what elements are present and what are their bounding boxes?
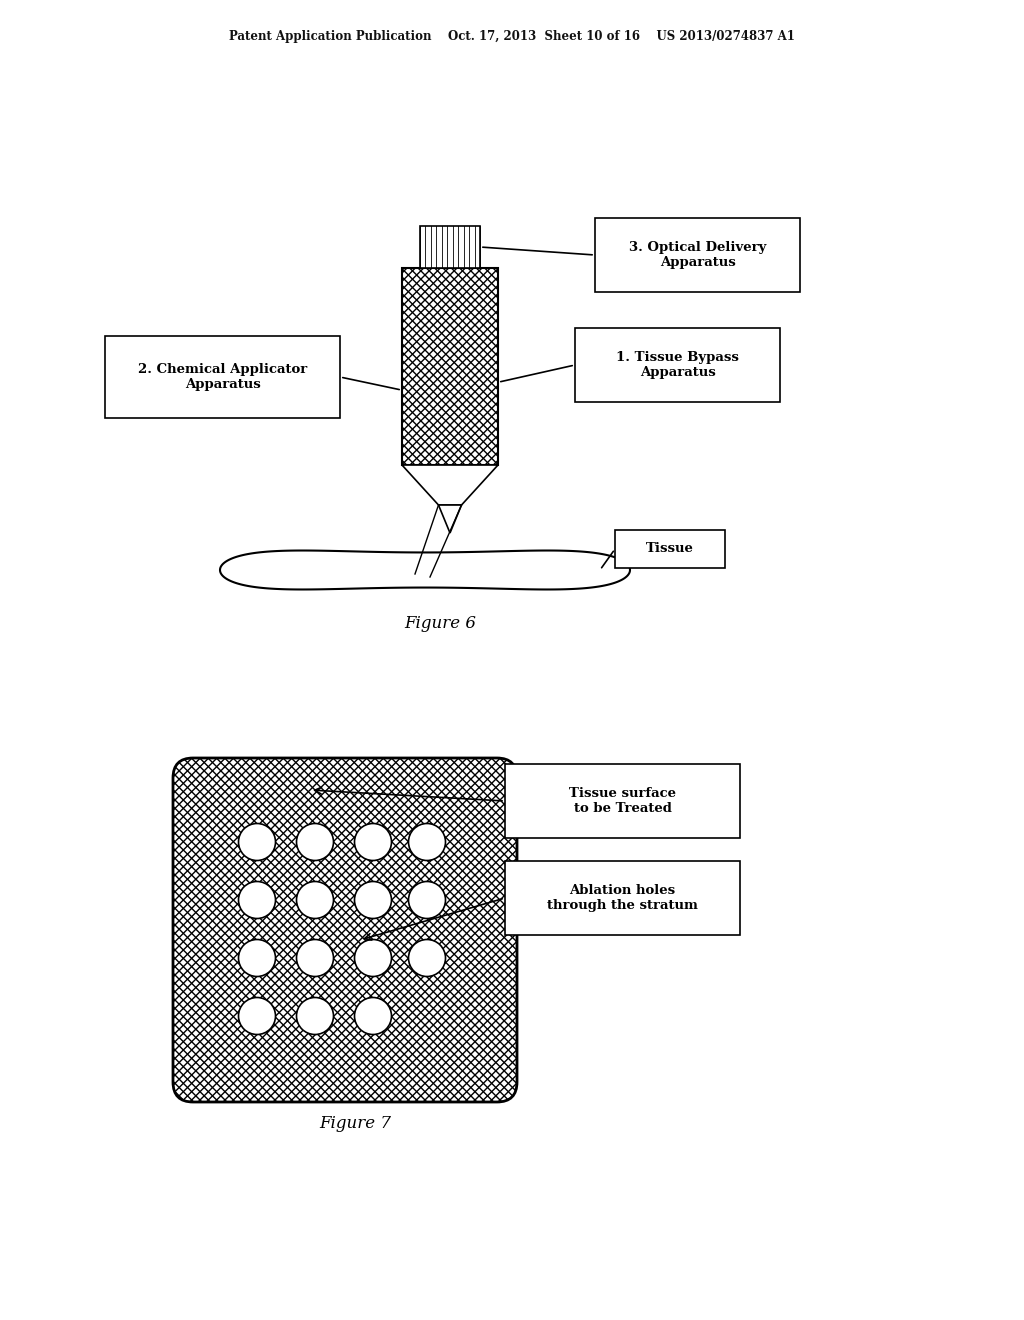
FancyBboxPatch shape [505, 764, 740, 838]
Polygon shape [402, 465, 498, 506]
Text: 1. Tissue Bypass
Apparatus: 1. Tissue Bypass Apparatus [616, 351, 739, 379]
FancyBboxPatch shape [615, 531, 725, 568]
Text: Tissue: Tissue [646, 543, 694, 556]
Circle shape [239, 998, 275, 1035]
Circle shape [297, 882, 334, 919]
Circle shape [297, 824, 334, 861]
Text: Figure 6: Figure 6 [404, 615, 476, 632]
Bar [420, 226, 480, 268]
Bar [402, 268, 498, 465]
Polygon shape [220, 550, 630, 590]
Circle shape [297, 940, 334, 977]
Circle shape [409, 824, 445, 861]
Text: Figure 7: Figure 7 [319, 1115, 391, 1133]
FancyBboxPatch shape [505, 861, 740, 935]
Text: 2. Chemical Applicator
Apparatus: 2. Chemical Applicator Apparatus [138, 363, 307, 391]
Circle shape [239, 940, 275, 977]
Circle shape [409, 940, 445, 977]
FancyBboxPatch shape [173, 758, 517, 1102]
Circle shape [354, 824, 391, 861]
Text: 3. Optical Delivery
Apparatus: 3. Optical Delivery Apparatus [629, 242, 766, 269]
Bar [402, 268, 498, 465]
Text: Ablation holes
through the stratum: Ablation holes through the stratum [547, 884, 698, 912]
FancyBboxPatch shape [575, 327, 780, 403]
Circle shape [239, 824, 275, 861]
Circle shape [354, 998, 391, 1035]
Circle shape [354, 940, 391, 977]
FancyBboxPatch shape [105, 337, 340, 418]
Text: Tissue surface
to be Treated: Tissue surface to be Treated [569, 787, 676, 814]
Circle shape [354, 882, 391, 919]
Circle shape [239, 882, 275, 919]
Circle shape [297, 998, 334, 1035]
Bar [402, 268, 498, 465]
FancyBboxPatch shape [595, 218, 800, 292]
Polygon shape [438, 506, 462, 533]
Circle shape [409, 882, 445, 919]
Text: Patent Application Publication    Oct. 17, 2013  Sheet 10 of 16    US 2013/02748: Patent Application Publication Oct. 17, … [229, 30, 795, 44]
